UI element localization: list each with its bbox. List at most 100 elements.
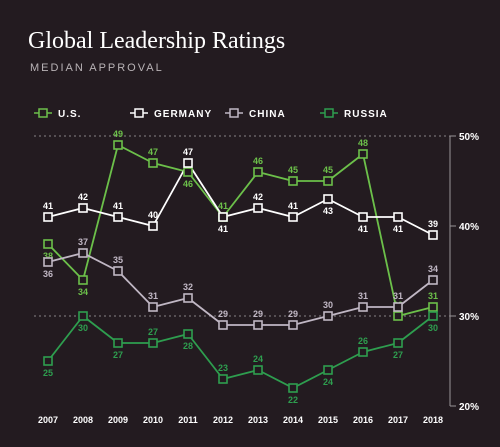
data-label-2-3: 31 (148, 291, 158, 301)
x-tick-label: 2017 (388, 415, 408, 425)
data-label-2-9: 31 (358, 291, 368, 301)
data-point-1-7 (288, 212, 298, 222)
data-point-0-11 (428, 302, 438, 312)
legend-marker-1 (134, 108, 144, 118)
data-label-1-5: 41 (218, 224, 228, 234)
data-label-0-3: 47 (148, 147, 158, 157)
data-label-1-1: 42 (78, 192, 88, 202)
data-point-1-6 (253, 203, 263, 213)
legend-label: CHINA (249, 109, 286, 120)
data-label-3-9: 26 (358, 336, 368, 346)
y-tick-label: 50% (459, 132, 479, 143)
y-tick-label: 30% (459, 312, 479, 323)
data-point-1-4 (183, 158, 193, 168)
data-label-2-1: 37 (78, 237, 88, 247)
data-point-2-4 (183, 293, 193, 303)
data-point-1-3 (148, 221, 158, 231)
data-point-0-7 (288, 176, 298, 186)
data-point-1-9 (358, 212, 368, 222)
data-label-1-4: 47 (183, 147, 193, 157)
data-label-0-5: 41 (218, 201, 228, 211)
data-point-2-7 (288, 320, 298, 330)
data-point-1-8 (323, 194, 333, 204)
data-point-0-4 (183, 167, 193, 177)
data-label-1-0: 41 (43, 201, 53, 211)
data-label-1-11: 39 (428, 219, 438, 229)
x-tick-label: 2011 (178, 415, 198, 425)
x-tick-label: 2008 (73, 415, 93, 425)
data-point-3-0 (43, 356, 53, 366)
data-label-3-3: 27 (148, 327, 158, 337)
data-label-0-7: 45 (288, 165, 298, 175)
data-label-2-4: 32 (183, 282, 193, 292)
data-label-0-4: 46 (183, 179, 193, 189)
data-label-0-2: 49 (113, 129, 123, 139)
data-point-0-3 (148, 158, 158, 168)
data-label-1-2: 41 (113, 201, 123, 211)
data-label-2-8: 30 (323, 300, 333, 310)
data-label-2-10: 31 (393, 291, 403, 301)
data-point-3-4 (183, 329, 193, 339)
x-tick-label: 2010 (143, 415, 163, 425)
data-point-2-0 (43, 257, 53, 267)
data-point-1-10 (393, 212, 403, 222)
data-label-2-0: 36 (43, 269, 53, 279)
x-tick-label: 2012 (213, 415, 233, 425)
data-point-2-9 (358, 302, 368, 312)
data-point-1-0 (43, 212, 53, 222)
data-point-3-9 (358, 347, 368, 357)
data-label-3-4: 28 (183, 341, 193, 351)
data-point-2-10 (393, 302, 403, 312)
data-point-2-2 (113, 266, 123, 276)
data-label-1-10: 41 (393, 224, 403, 234)
legend-marker-0 (38, 108, 48, 118)
data-point-2-5 (218, 320, 228, 330)
y-tick-label: 40% (459, 222, 479, 233)
data-point-0-8 (323, 176, 333, 186)
data-point-3-2 (113, 338, 123, 348)
data-point-1-11 (428, 230, 438, 240)
data-label-3-1: 30 (78, 323, 88, 333)
data-point-1-2 (113, 212, 123, 222)
x-tick-label: 2016 (353, 415, 373, 425)
data-point-0-0 (43, 239, 53, 249)
chart-title: Global Leadership Ratings (28, 28, 286, 54)
data-label-1-6: 42 (253, 192, 263, 202)
data-label-1-8: 43 (323, 206, 333, 216)
data-point-3-6 (253, 365, 263, 375)
data-point-0-1 (78, 275, 88, 285)
data-label-2-11: 34 (428, 264, 438, 274)
data-label-3-10: 27 (393, 350, 403, 360)
data-point-2-6 (253, 320, 263, 330)
data-point-0-9 (358, 149, 368, 159)
data-label-2-6: 29 (253, 309, 263, 319)
data-point-2-3 (148, 302, 158, 312)
data-point-0-6 (253, 167, 263, 177)
data-point-2-1 (78, 248, 88, 258)
y-tick-label: 20% (459, 402, 479, 413)
legend-label: GERMANY (154, 109, 212, 120)
data-point-2-11 (428, 275, 438, 285)
data-point-3-5 (218, 374, 228, 384)
data-point-0-2 (113, 140, 123, 150)
legend-label: RUSSIA (344, 109, 388, 120)
data-point-1-5 (218, 212, 228, 222)
data-label-3-8: 24 (323, 377, 333, 387)
legend-marker-2 (229, 108, 239, 118)
chart-subtitle: MEDIAN APPROVAL (30, 62, 164, 74)
data-label-0-8: 45 (323, 165, 333, 175)
data-label-0-11: 31 (428, 291, 438, 301)
series-line-1 (47, 162, 434, 236)
data-point-1-1 (78, 203, 88, 213)
x-tick-label: 2013 (248, 415, 268, 425)
data-label-3-11: 30 (428, 323, 438, 333)
data-point-3-10 (393, 338, 403, 348)
data-label-0-1: 34 (78, 287, 88, 297)
data-label-1-3: 40 (148, 210, 158, 220)
data-label-2-5: 29 (218, 309, 228, 319)
data-point-3-1 (78, 311, 88, 321)
data-label-0-6: 46 (253, 156, 263, 166)
x-tick-label: 2014 (283, 415, 303, 425)
data-label-0-0: 38 (43, 251, 53, 261)
